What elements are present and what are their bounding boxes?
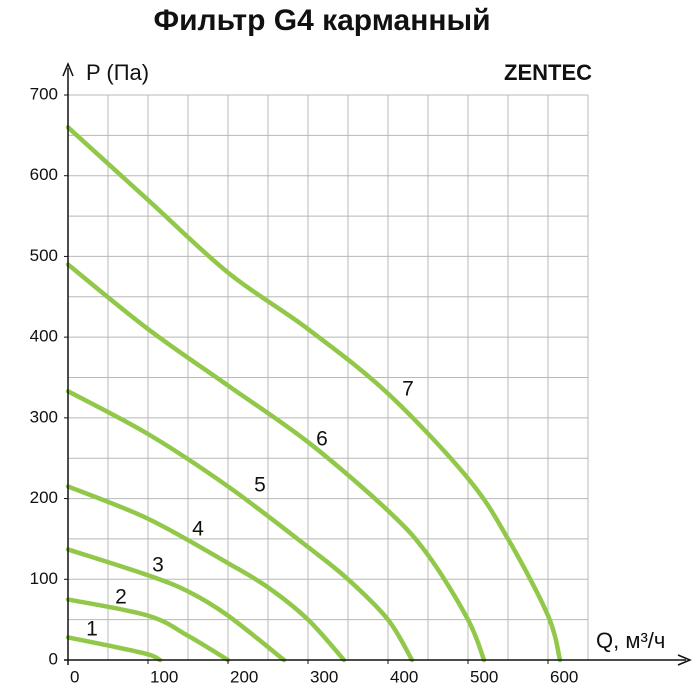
curve [65,125,563,663]
curve [65,635,163,663]
y-tick-label: 600 [30,165,58,184]
curve-label: 2 [115,586,127,609]
brand: ZENTEC [504,60,592,85]
curve [65,388,415,663]
x-tick-label: 500 [470,667,498,686]
x-arrow [677,654,692,666]
y-axis-label: P (Па) [86,60,149,85]
x-tick-label: 300 [310,667,338,686]
curve [65,484,347,663]
curve [65,597,231,663]
curve [65,547,287,663]
y-tick-label: 700 [30,84,58,103]
chart-title: Фильтр G4 карманный [153,4,490,37]
curve-label: 4 [192,518,204,541]
y-tick-label: 100 [30,569,58,588]
curve-label: 5 [254,474,266,497]
grid [67,94,589,661]
x-tick-label: 100 [150,667,178,686]
y-tick-label: 500 [30,246,58,265]
y-tick-label: 400 [30,327,58,346]
x-axis-label: Q, м³/ч [596,628,665,653]
x-tick-label: 600 [550,667,578,686]
curve-label: 6 [316,428,328,451]
x-tick-label: 0 [70,667,79,686]
curve [65,262,487,663]
y-tick-label: 300 [30,407,58,426]
plot [65,125,563,663]
x-tick-label: 400 [390,667,418,686]
curve-label: 7 [402,378,414,401]
x-tick-label: 200 [230,667,258,686]
y-tick-label: 0 [49,649,58,668]
curve-label: 3 [152,554,164,577]
y-tick-label: 200 [30,488,58,507]
curve-label: 1 [86,618,98,641]
y-arrow [62,62,74,77]
